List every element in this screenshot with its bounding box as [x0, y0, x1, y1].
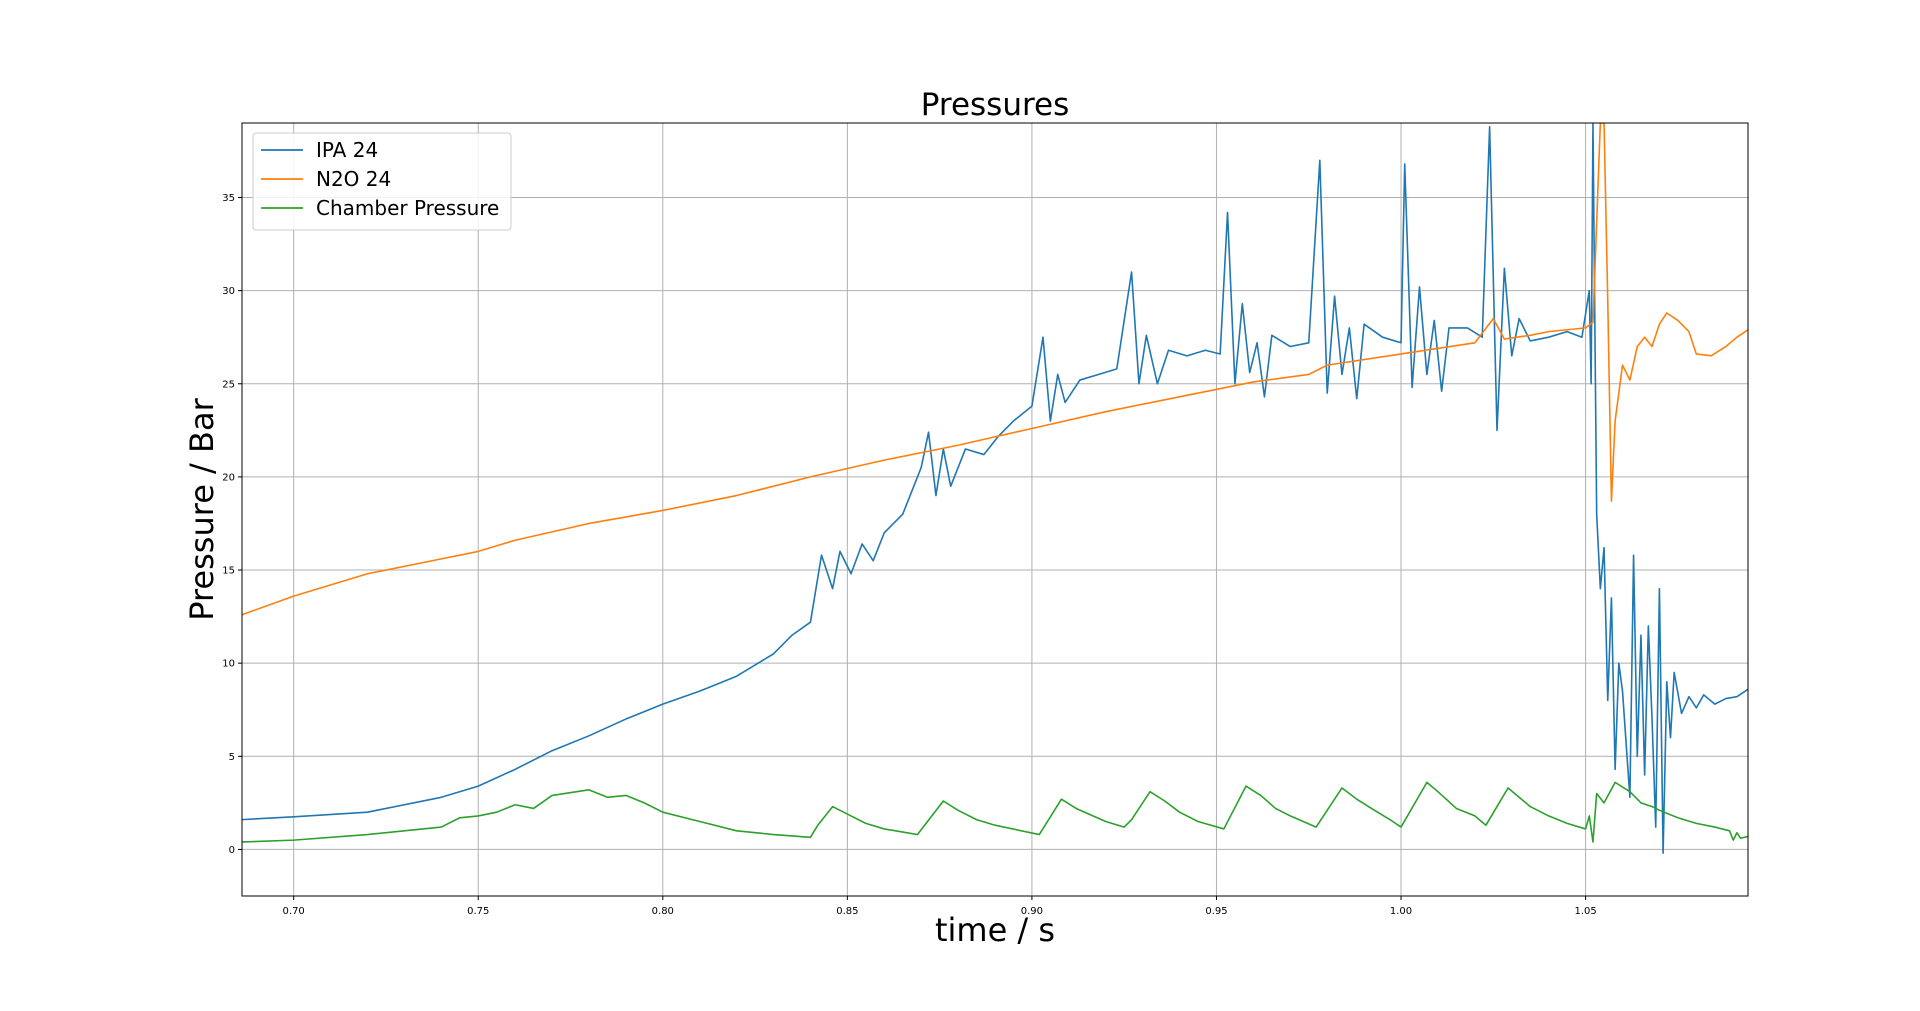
- x-tick-label: 0.85: [836, 906, 858, 917]
- legend: IPA 24 N2O 24 Chamber Pressure: [252, 132, 512, 231]
- y-tick-label: 0: [229, 845, 235, 856]
- x-tick-label: 0.90: [1021, 906, 1043, 917]
- series-line-chamber-pressure: [242, 781, 1748, 843]
- plot-frame: [241, 122, 1749, 897]
- legend-label-n2o-24: N2O 24: [316, 167, 391, 191]
- x-tick-label: 0.80: [652, 906, 674, 917]
- ticks: 0.70 0.75 0.80 0.85 0.90 0.95 1.00 1.05 0 5 10 15 20…: [222, 193, 1596, 917]
- legend-label-chamber-pressure: Chamber Pressure: [316, 196, 499, 220]
- x-tick-label: 0.95: [1205, 906, 1227, 917]
- y-tick-label: 5: [229, 752, 235, 763]
- y-tick-label: 35: [222, 193, 235, 204]
- legend-label-ipa-24: IPA 24: [316, 138, 378, 162]
- series-group: [242, 123, 1748, 854]
- y-tick-label: 25: [222, 379, 235, 390]
- y-axis-label: Pressure / Bar: [183, 397, 221, 620]
- grid: [242, 123, 1748, 896]
- x-tick-label: 1.05: [1574, 906, 1596, 917]
- x-tick-label: 1.00: [1390, 906, 1412, 917]
- y-tick-label: 20: [222, 472, 235, 483]
- series-line-ipa-24: [242, 123, 1748, 854]
- series-line-n2o-24: [242, 123, 1748, 616]
- legend-box: [252, 132, 512, 231]
- y-tick-label: 10: [222, 659, 235, 670]
- x-axis-label: time / s: [935, 911, 1055, 949]
- x-tick-label: 0.70: [283, 906, 305, 917]
- chart-title: Pressures: [921, 87, 1070, 123]
- series-layer: [242, 123, 1748, 854]
- y-tick-label: 15: [222, 566, 235, 577]
- y-tick-label: 30: [222, 286, 235, 297]
- x-tick-label: 0.75: [467, 906, 489, 917]
